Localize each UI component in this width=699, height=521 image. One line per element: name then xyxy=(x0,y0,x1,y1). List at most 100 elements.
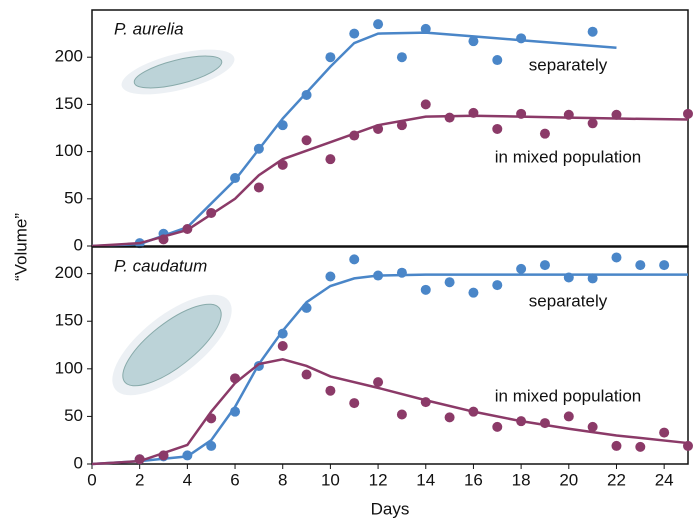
data-point xyxy=(301,369,312,380)
data-point xyxy=(373,270,384,281)
data-point xyxy=(539,418,550,429)
data-point xyxy=(492,421,503,432)
data-point xyxy=(349,398,360,409)
data-point xyxy=(301,302,312,313)
data-point xyxy=(277,159,288,170)
data-point xyxy=(373,19,384,30)
x-tick-label: 10 xyxy=(321,470,340,489)
y-tick-label: 150 xyxy=(55,94,83,113)
y-tick-label: 0 xyxy=(74,235,83,254)
data-point xyxy=(206,207,217,218)
data-point xyxy=(587,26,598,37)
x-tick-label: 6 xyxy=(230,470,239,489)
data-point xyxy=(420,23,431,34)
data-point xyxy=(325,52,336,63)
x-axis-label: Days xyxy=(371,499,410,518)
data-point xyxy=(373,377,384,388)
data-point xyxy=(206,440,217,451)
data-point xyxy=(277,120,288,131)
data-point xyxy=(301,135,312,146)
y-tick-label: 50 xyxy=(64,188,83,207)
data-point xyxy=(492,123,503,134)
data-point xyxy=(325,385,336,396)
data-point xyxy=(539,260,550,271)
series-label: separately xyxy=(529,291,608,310)
x-tick-label: 14 xyxy=(416,470,435,489)
data-point xyxy=(635,441,646,452)
data-point xyxy=(325,154,336,165)
data-point xyxy=(683,108,693,119)
data-point xyxy=(396,120,407,131)
y-tick-label: 150 xyxy=(55,311,83,330)
data-point xyxy=(373,123,384,134)
y-tick-label: 100 xyxy=(55,141,83,160)
series-label: in mixed population xyxy=(495,147,641,166)
data-point xyxy=(611,252,622,263)
series-label: separately xyxy=(529,55,608,74)
fit-line xyxy=(91,273,688,466)
data-point xyxy=(396,409,407,420)
data-point xyxy=(468,36,479,47)
data-point xyxy=(516,416,527,427)
plot-frame xyxy=(91,246,689,465)
data-point xyxy=(396,52,407,63)
data-point xyxy=(420,99,431,110)
x-tick-label: 16 xyxy=(464,470,483,489)
data-point xyxy=(563,272,574,283)
data-point xyxy=(277,328,288,339)
data-point xyxy=(301,89,312,100)
data-point xyxy=(444,412,455,423)
data-point xyxy=(253,182,264,193)
data-point xyxy=(516,33,527,44)
data-point xyxy=(420,284,431,295)
x-tick-label: 0 xyxy=(87,470,96,489)
paramecium-caudatum-image xyxy=(112,294,232,396)
data-point xyxy=(158,234,169,245)
y-tick-label: 100 xyxy=(55,358,83,377)
data-point xyxy=(349,28,360,39)
data-point xyxy=(230,373,241,384)
data-point xyxy=(587,118,598,129)
y-tick-label: 200 xyxy=(55,47,83,66)
data-point xyxy=(396,267,407,278)
data-point xyxy=(587,421,598,432)
fit-line xyxy=(91,114,689,248)
data-point xyxy=(277,340,288,351)
y-axis-label: “Volume” xyxy=(11,213,30,281)
data-point xyxy=(420,397,431,408)
x-tick-label: 12 xyxy=(369,470,388,489)
data-point xyxy=(253,143,264,154)
panel-label: P. caudatum xyxy=(114,256,207,275)
data-point xyxy=(468,287,479,298)
data-point xyxy=(563,109,574,120)
data-point xyxy=(516,263,527,274)
data-point xyxy=(444,112,455,123)
data-point xyxy=(349,254,360,265)
x-tick-label: 20 xyxy=(559,470,578,489)
data-point xyxy=(325,271,336,282)
x-tick-label: 2 xyxy=(135,470,144,489)
series-label: in mixed population xyxy=(495,386,641,405)
data-point xyxy=(635,260,646,271)
y-tick-label: 0 xyxy=(74,453,83,472)
data-point xyxy=(587,273,598,284)
data-point xyxy=(182,450,193,461)
y-tick-label: 50 xyxy=(64,406,83,425)
data-point xyxy=(444,277,455,288)
data-point xyxy=(611,109,622,120)
y-tick-label: 200 xyxy=(55,263,83,282)
data-point xyxy=(468,107,479,118)
data-point xyxy=(563,411,574,422)
x-tick-label: 8 xyxy=(278,470,287,489)
x-tick-label: 18 xyxy=(512,470,531,489)
paramecium-aurelia-image xyxy=(121,49,235,95)
panel-label: P. aurelia xyxy=(114,19,184,38)
x-tick-label: 4 xyxy=(183,470,192,489)
data-point xyxy=(182,224,193,235)
data-point xyxy=(468,406,479,417)
plot-frame xyxy=(91,9,689,247)
data-point xyxy=(492,55,503,66)
data-point xyxy=(158,450,169,461)
